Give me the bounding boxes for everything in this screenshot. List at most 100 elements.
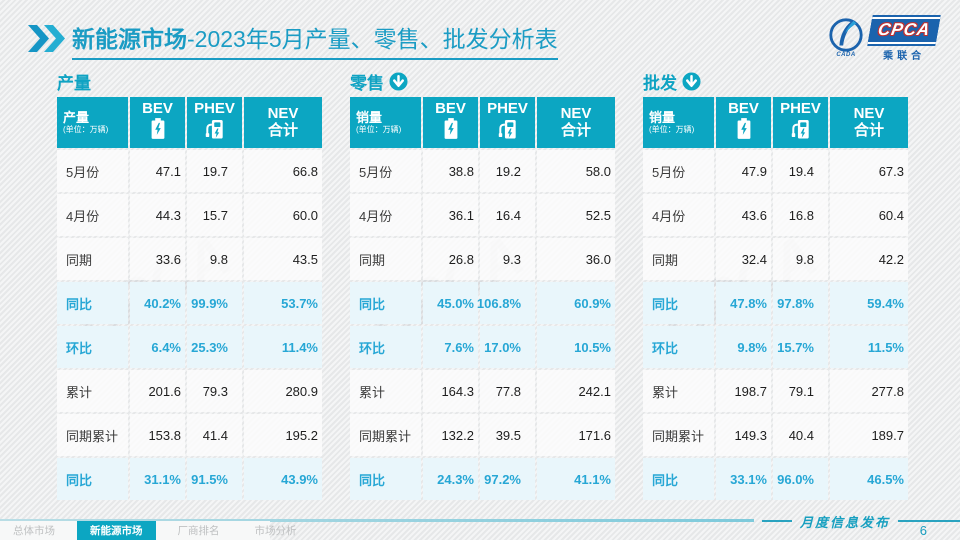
row-label: 同期	[350, 238, 421, 280]
page-number: 6	[919, 523, 927, 538]
unit-note: (单位：万辆)	[356, 124, 402, 134]
cell-value: 43.6	[716, 194, 771, 236]
footer-tab-2[interactable]: 厂商排名	[177, 525, 220, 537]
row-label: 同比	[350, 458, 421, 500]
cell-value: 79.1	[773, 370, 828, 412]
section-title: 批发	[643, 73, 677, 93]
charger-icon	[791, 118, 811, 144]
row-label: 同比	[643, 282, 714, 324]
down-arrow-icon	[682, 71, 701, 91]
cell-value: 16.8	[773, 194, 828, 236]
cell-value: 46.5%	[830, 458, 908, 500]
data-table: 销量 (单位：万辆) BEV PHEV NEV 合计 5月份 38.8 19.2 58.0 4月份 3…	[350, 97, 615, 500]
cpca-wordmark: CPCA	[867, 16, 941, 44]
data-table: 销量 (单位：万辆) BEV PHEV NEV 合计 5月份 47.9 19.4 67.3 4月份 4…	[643, 97, 908, 500]
cell-value: 9.8	[773, 238, 828, 280]
cpca-logo: CADA CPCA 乘联合	[826, 14, 944, 64]
column-header-nev: NEV 合计	[244, 97, 322, 148]
cell-value: 198.7	[716, 370, 771, 412]
column-label: NEV	[560, 105, 592, 122]
down-arrow-icon	[389, 71, 408, 91]
row-label: 同期	[643, 238, 714, 280]
cell-value: 96.0%	[773, 458, 828, 500]
battery-icon	[736, 118, 752, 144]
cell-value: 58.0	[537, 150, 615, 192]
column-label: PHEV	[780, 100, 821, 117]
logo-text-block: CPCA 乘联合	[867, 16, 941, 62]
cell-value: 195.2	[244, 414, 322, 456]
lianhe-label: 乘联合	[883, 50, 926, 62]
column-header-nev: NEV 合计	[830, 97, 908, 148]
cell-value: 7.6%	[423, 326, 478, 368]
table-section-2: 批发CPCA销量(单位：万辆)BEVPHEVNEV合计5月份47.919.467…	[643, 66, 908, 506]
cell-value: 33.1%	[716, 458, 771, 500]
row-label: 累计	[57, 370, 128, 412]
cell-value: 25.3%	[187, 326, 242, 368]
cell-value: 36.1	[423, 194, 478, 236]
cell-value: 15.7%	[773, 326, 828, 368]
cell-value: 97.8%	[773, 282, 828, 324]
row-label: 4月份	[57, 194, 128, 236]
footer-line-right	[898, 520, 960, 522]
cell-value: 16.4	[480, 194, 535, 236]
footer-tab-3[interactable]: 市场分析	[254, 525, 297, 537]
cell-value: 15.7	[187, 194, 242, 236]
column-header-phev: PHEV	[480, 97, 535, 148]
cell-value: 91.5%	[187, 458, 242, 500]
cell-value: 47.8%	[716, 282, 771, 324]
header: 新能源市场-2023年5月产量、零售、批发分析表 CADA CPCA 乘联合	[28, 16, 941, 66]
row-label: 同期累计	[350, 414, 421, 456]
row-label: 累计	[350, 370, 421, 412]
row-label: 累计	[643, 370, 714, 412]
row-label: 同比	[57, 282, 128, 324]
cell-value: 43.5	[244, 238, 322, 280]
cell-value: 280.9	[244, 370, 322, 412]
cell-value: 171.6	[537, 414, 615, 456]
footer-tab-0[interactable]: 总体市场	[13, 525, 55, 537]
tables-area: 产量CPCA产量(单位：万辆)BEVPHEVNEV合计5月份47.119.766…	[57, 66, 908, 506]
cell-value: 10.5%	[537, 326, 615, 368]
cell-value: 33.6	[130, 238, 185, 280]
cell-value: 106.8%	[477, 282, 535, 324]
footer-tab-1[interactable]: 新能源市场	[77, 521, 156, 540]
column-header-bev: BEV	[423, 97, 478, 148]
row-label: 同期累计	[57, 414, 128, 456]
corner-label: 产量	[63, 109, 90, 125]
column-label: BEV	[142, 100, 173, 117]
cell-value: 40.4	[773, 414, 828, 456]
footer-rule: 月度信息发布	[0, 515, 960, 540]
battery-icon	[443, 118, 459, 144]
corner-header-cell: 产量 (单位：万辆)	[57, 97, 128, 148]
cell-value: 44.3	[130, 194, 185, 236]
cell-value: 31.1%	[130, 458, 185, 500]
cell-value: 60.9%	[537, 282, 615, 324]
cell-value: 41.4	[187, 414, 242, 456]
section-title-row: 零售	[350, 66, 615, 96]
cell-value: 67.3	[830, 150, 908, 192]
column-label-line2: 合计	[267, 122, 298, 139]
corner-label: 销量	[649, 109, 676, 125]
cell-value: 43.9%	[244, 458, 322, 500]
column-label: BEV	[728, 100, 759, 117]
cell-value: 52.5	[537, 194, 615, 236]
section-title: 产量	[57, 73, 91, 93]
row-label: 同期	[57, 238, 128, 280]
cell-value: 164.3	[423, 370, 478, 412]
cell-value: 41.1%	[537, 458, 615, 500]
page-title: 新能源市场-2023年5月产量、零售、批发分析表	[72, 20, 558, 60]
row-label: 4月份	[643, 194, 714, 236]
cpca-emblem-icon: CADA	[826, 16, 866, 62]
cell-value: 242.1	[537, 370, 615, 412]
cell-value: 149.3	[716, 414, 771, 456]
cell-value: 24.3%	[423, 458, 478, 500]
unit-note: (单位：万辆)	[649, 124, 695, 134]
table-section-0: 产量CPCA产量(单位：万辆)BEVPHEVNEV合计5月份47.119.766…	[57, 66, 322, 506]
cell-value: 17.0%	[480, 326, 535, 368]
column-label-line2: 合计	[560, 122, 591, 139]
page-title-market: 新能源市场	[72, 26, 187, 52]
row-label: 同比	[350, 282, 421, 324]
row-label: 同比	[643, 458, 714, 500]
cell-value: 201.6	[130, 370, 185, 412]
column-label: BEV	[435, 100, 466, 117]
cell-value: 47.1	[130, 150, 185, 192]
